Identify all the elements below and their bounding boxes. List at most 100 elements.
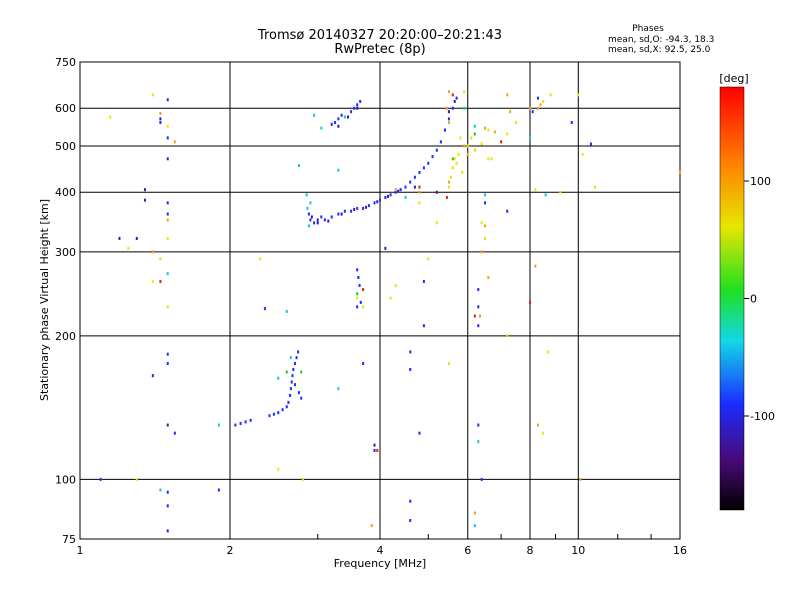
data-point — [151, 279, 154, 283]
data-point — [316, 221, 319, 225]
data-point — [451, 106, 454, 110]
data-point — [313, 113, 316, 117]
data-point — [593, 185, 596, 189]
data-point — [473, 524, 476, 528]
data-point — [447, 361, 450, 365]
colorbar — [720, 87, 744, 510]
data-point — [373, 201, 376, 205]
data-point — [445, 106, 448, 110]
data-point — [135, 236, 138, 240]
data-point — [356, 268, 359, 272]
y-tick-label: 300 — [55, 246, 76, 259]
data-point — [577, 93, 580, 97]
data-point — [217, 423, 220, 427]
data-point — [570, 121, 573, 125]
data-point — [461, 170, 464, 174]
data-point — [166, 529, 169, 533]
data-point — [459, 136, 462, 140]
data-point — [455, 96, 458, 100]
data-point — [367, 204, 370, 208]
data-point — [310, 215, 313, 219]
data-point — [166, 272, 169, 276]
data-point — [463, 90, 466, 94]
data-point — [301, 477, 304, 481]
x-axis-label: Frequency [MHz] — [334, 557, 426, 570]
data-point — [359, 300, 362, 304]
data-point — [397, 189, 400, 193]
data-point — [234, 423, 237, 427]
data-point — [166, 218, 169, 222]
data-point — [356, 103, 359, 107]
data-point — [287, 400, 290, 404]
data-point — [99, 477, 102, 481]
data-point — [531, 110, 534, 114]
data-point — [422, 279, 425, 283]
data-point — [542, 99, 545, 103]
data-point — [277, 467, 280, 471]
data-point — [447, 117, 450, 121]
data-point — [418, 201, 421, 205]
data-point — [427, 257, 430, 261]
data-point — [480, 142, 483, 146]
data-point — [506, 132, 509, 136]
data-point — [506, 334, 509, 338]
data-point — [536, 423, 539, 427]
data-point — [362, 361, 365, 365]
data-point — [135, 477, 138, 481]
data-point — [439, 140, 442, 144]
data-point — [159, 279, 162, 283]
data-point — [109, 115, 112, 119]
data-point — [409, 367, 412, 371]
data-point — [313, 221, 316, 225]
data-point — [356, 106, 359, 110]
data-point — [309, 218, 312, 222]
axis-ticks: 1 2 4 6 8 10 16 75 100 200 300 400 500 600 750 — [55, 56, 687, 557]
data-point — [340, 113, 343, 117]
data-point — [435, 221, 438, 225]
data-point — [542, 431, 545, 435]
data-point — [307, 212, 310, 216]
chart-subtitle: RwPretec (8p) — [334, 42, 425, 57]
data-point — [418, 190, 421, 194]
data-point — [490, 157, 493, 161]
data-point — [376, 448, 379, 452]
data-point — [295, 356, 298, 360]
data-point — [484, 193, 487, 197]
data-point — [453, 157, 456, 161]
data-point — [534, 264, 537, 268]
data-point — [536, 106, 539, 110]
data-point — [159, 111, 162, 115]
data-point — [337, 124, 340, 128]
data-point — [285, 405, 288, 409]
data-point — [300, 370, 303, 374]
data-point — [277, 376, 280, 380]
data-point — [118, 236, 121, 240]
x-tick-label: 1 — [77, 544, 84, 557]
data-point — [285, 309, 288, 313]
data-point — [487, 157, 490, 161]
data-point — [330, 122, 333, 126]
data-point — [447, 185, 450, 189]
data-point — [451, 157, 454, 161]
data-point — [159, 257, 162, 261]
data-point — [289, 387, 292, 391]
y-tick-label: 600 — [55, 102, 76, 115]
data-point — [249, 418, 252, 422]
data-point — [443, 128, 446, 132]
data-point — [166, 124, 169, 128]
data-point — [159, 117, 162, 121]
data-point — [549, 93, 552, 97]
data-point — [431, 155, 434, 159]
y-tick-label: 500 — [55, 140, 76, 153]
data-point — [356, 206, 359, 210]
data-point — [544, 193, 547, 197]
data-point — [356, 305, 359, 309]
data-point — [451, 166, 454, 170]
colorbar-tick-label: 100 — [750, 175, 771, 188]
data-point — [297, 350, 300, 354]
data-point — [291, 374, 294, 378]
data-point — [277, 411, 280, 415]
data-point — [285, 370, 288, 374]
data-point — [480, 250, 483, 254]
data-point — [297, 391, 300, 395]
